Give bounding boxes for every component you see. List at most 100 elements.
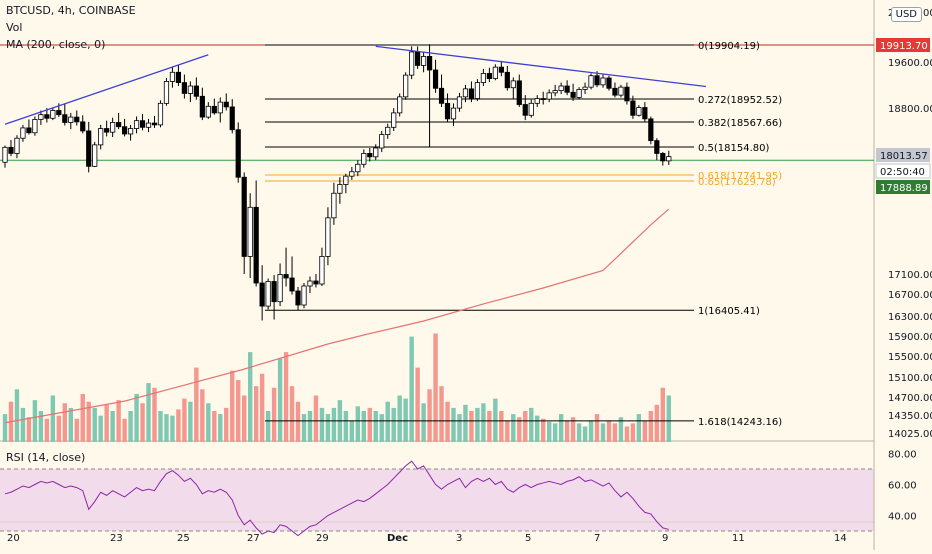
- candle[interactable]: [588, 73, 594, 90]
- candle[interactable]: [175, 65, 182, 87]
- candle[interactable]: [116, 112, 122, 130]
- candle[interactable]: [181, 74, 187, 99]
- candle[interactable]: [289, 256, 295, 295]
- vol-indicator-label[interactable]: Vol: [6, 21, 23, 34]
- candle[interactable]: [151, 115, 158, 128]
- candle[interactable]: [68, 112, 74, 130]
- candle[interactable]: [468, 81, 475, 103]
- candle[interactable]: [169, 67, 176, 88]
- candle[interactable]: [86, 121, 92, 173]
- ma-indicator-label[interactable]: MA (200, close, 0): [6, 38, 106, 51]
- candle[interactable]: [265, 278, 271, 310]
- candle[interactable]: [540, 91, 546, 105]
- candle[interactable]: [666, 150, 672, 165]
- candle[interactable]: [654, 138, 660, 161]
- candle[interactable]: [8, 140, 14, 157]
- candle[interactable]: [379, 130, 385, 153]
- candle[interactable]: [217, 97, 223, 123]
- candle[interactable]: [62, 103, 68, 126]
- candle[interactable]: [450, 103, 457, 127]
- candle[interactable]: [492, 64, 498, 81]
- candle[interactable]: [337, 177, 343, 204]
- candle[interactable]: [307, 276, 313, 294]
- candle[interactable]: [534, 95, 540, 107]
- candle[interactable]: [301, 283, 307, 309]
- candle[interactable]: [409, 46, 415, 80]
- candle[interactable]: [14, 135, 20, 159]
- candle[interactable]: [211, 98, 217, 115]
- candle[interactable]: [516, 74, 522, 107]
- candle[interactable]: [361, 149, 367, 168]
- candle[interactable]: [391, 108, 397, 131]
- candle[interactable]: [38, 110, 44, 125]
- candle[interactable]: [283, 247, 289, 287]
- candle[interactable]: [32, 116, 38, 136]
- candle[interactable]: [546, 89, 552, 103]
- candle[interactable]: [145, 118, 152, 133]
- currency-button[interactable]: USD: [890, 7, 922, 22]
- candle[interactable]: [498, 60, 504, 77]
- candle[interactable]: [187, 81, 193, 103]
- candle[interactable]: [397, 93, 403, 117]
- candle[interactable]: [223, 93, 229, 111]
- candle[interactable]: [157, 100, 164, 128]
- candle[interactable]: [630, 95, 636, 119]
- candle[interactable]: [2, 145, 8, 168]
- candle[interactable]: [636, 105, 642, 117]
- candle[interactable]: [26, 119, 32, 135]
- candles-layer[interactable]: [2, 44, 672, 321]
- candle[interactable]: [163, 78, 170, 106]
- candle[interactable]: [92, 141, 98, 167]
- candle[interactable]: [50, 107, 56, 121]
- candle[interactable]: [373, 144, 379, 161]
- candle[interactable]: [241, 172, 247, 274]
- candle[interactable]: [20, 124, 26, 142]
- candle[interactable]: [313, 274, 319, 288]
- candle[interactable]: [486, 67, 492, 83]
- candle[interactable]: [349, 166, 355, 180]
- candle[interactable]: [624, 82, 630, 105]
- candle[interactable]: [277, 263, 283, 307]
- candle[interactable]: [480, 68, 487, 87]
- candle[interactable]: [110, 117, 116, 137]
- candle[interactable]: [522, 95, 528, 121]
- candle[interactable]: [403, 72, 409, 100]
- candle[interactable]: [420, 51, 427, 73]
- candle[interactable]: [576, 87, 582, 100]
- candle[interactable]: [325, 207, 331, 266]
- candle[interactable]: [199, 87, 205, 121]
- candle[interactable]: [343, 173, 349, 194]
- candle[interactable]: [618, 84, 624, 98]
- candle[interactable]: [432, 59, 439, 93]
- candle[interactable]: [193, 77, 199, 100]
- candle[interactable]: [367, 148, 373, 162]
- candle[interactable]: [295, 287, 301, 311]
- rsi-indicator-label[interactable]: RSI (14, close): [6, 451, 86, 464]
- candle[interactable]: [510, 77, 516, 99]
- candle[interactable]: [600, 74, 606, 88]
- candle[interactable]: [552, 84, 558, 97]
- candle[interactable]: [355, 160, 361, 177]
- candle[interactable]: [139, 114, 146, 131]
- candle[interactable]: [98, 124, 104, 150]
- candle[interactable]: [133, 116, 140, 134]
- candle[interactable]: [606, 75, 612, 91]
- candle[interactable]: [582, 82, 588, 95]
- candle[interactable]: [558, 82, 564, 95]
- candle[interactable]: [122, 118, 128, 137]
- candle[interactable]: [331, 182, 337, 225]
- candle[interactable]: [247, 193, 253, 278]
- candle[interactable]: [229, 99, 235, 134]
- candle[interactable]: [612, 82, 618, 98]
- candle[interactable]: [462, 84, 469, 103]
- candle[interactable]: [259, 265, 265, 321]
- candle[interactable]: [642, 102, 648, 123]
- candle[interactable]: [426, 44, 433, 148]
- candle[interactable]: [528, 99, 534, 118]
- candle[interactable]: [504, 66, 510, 91]
- candle[interactable]: [80, 115, 86, 134]
- candle[interactable]: [456, 92, 463, 112]
- candle[interactable]: [104, 120, 110, 137]
